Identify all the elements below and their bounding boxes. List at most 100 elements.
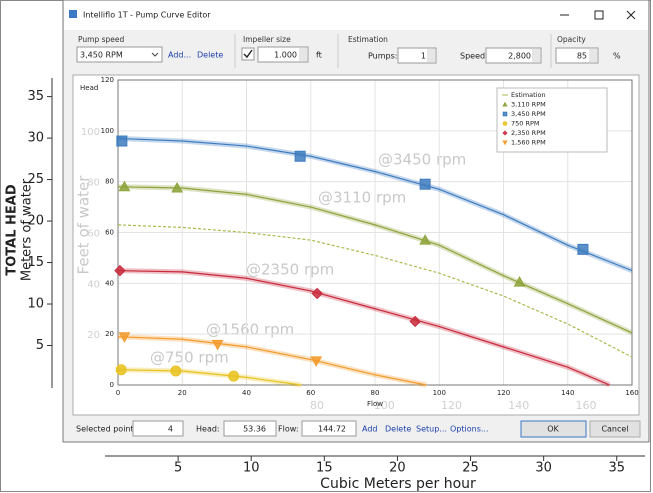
y-tick-label: 100 [101, 127, 114, 135]
y-tick-label: 120 [101, 76, 114, 84]
x-title: Cubic Meters per hour [320, 476, 476, 492]
marker[interactable] [115, 364, 127, 376]
x-tick-label: 120 [497, 389, 510, 397]
legend-label: 1,560 RPM [511, 139, 546, 147]
input-value: 1.000 [274, 51, 297, 60]
x-tick-label: 30 [535, 461, 552, 476]
marker[interactable] [419, 234, 431, 245]
faded-tick-label: 80 [87, 178, 100, 189]
plot: @3450 rpm @3110 rpm @2350 rpm @1560 rpm @750… [75, 76, 639, 412]
marker[interactable] [114, 264, 126, 277]
y-title: TOTAL HEAD [5, 184, 20, 275]
marker[interactable] [171, 181, 183, 193]
marker[interactable] [513, 276, 526, 287]
marker[interactable] [170, 365, 182, 377]
maximize-button[interactable] [594, 10, 604, 20]
legend-box [496, 87, 608, 153]
delete-link[interactable]: Delete [385, 425, 411, 434]
input-value: 85 [577, 52, 587, 61]
spinner[interactable] [532, 49, 540, 62]
curve [117, 224, 633, 358]
y-subtitle: Meters of water [20, 178, 35, 281]
unit: % [613, 52, 621, 61]
y-axis-label: Head [80, 84, 98, 92]
delete-link[interactable]: Delete [197, 51, 223, 60]
pumps-input[interactable] [397, 47, 437, 64]
x-tick-label: 140 [561, 389, 574, 397]
curve [117, 186, 633, 334]
impeller-input[interactable] [257, 46, 309, 63]
faded-label: @1560 rpm [206, 321, 294, 339]
faded-axis-title: Feet of water [75, 175, 93, 275]
unit: ft [316, 51, 322, 60]
x-tick-label: 60 [306, 389, 315, 397]
x-tick-label: 0 [116, 389, 120, 397]
point-input[interactable] [132, 420, 184, 437]
spinner[interactable] [299, 48, 307, 61]
button-label: Cancel [601, 425, 628, 434]
head-input[interactable] [223, 420, 277, 437]
ok-button[interactable] [520, 420, 587, 438]
y-tick-label: 0 [110, 381, 114, 389]
button-label: OK [547, 425, 559, 434]
x-tick-label: 100 [433, 389, 446, 397]
flow-input[interactable] [301, 420, 357, 437]
legend-marker [502, 140, 508, 146]
legend-label: 750 RPM [511, 120, 540, 128]
add-link[interactable]: Add [362, 425, 378, 434]
marker[interactable] [311, 287, 323, 300]
close-button[interactable] [626, 10, 636, 20]
faded-tick-label: 160 [576, 399, 597, 412]
marker[interactable] [577, 243, 589, 255]
marker[interactable] [228, 370, 240, 382]
field-label: Speed: [460, 52, 488, 61]
x-axis-label: Flow [367, 400, 383, 408]
faded-tick-label: 20 [87, 330, 100, 341]
y-tick-label: 80 [105, 178, 114, 186]
faded-tick-label: 120 [441, 399, 462, 412]
marker[interactable] [118, 332, 131, 343]
marker[interactable] [409, 315, 421, 328]
marker[interactable] [118, 180, 131, 192]
marker[interactable] [294, 150, 306, 162]
options-link[interactable]: Options... [450, 425, 489, 434]
title-bar [64, 1, 648, 30]
faded-label: @750 rpm [150, 349, 229, 367]
speed-input[interactable] [485, 47, 542, 64]
x-tick-label: 40 [242, 389, 251, 397]
legend-marker [502, 101, 508, 107]
marker[interactable] [310, 356, 323, 367]
y-tick-label: 20 [27, 214, 44, 229]
spinner[interactable] [427, 49, 435, 62]
faded-tick-label: 40 [87, 279, 100, 290]
y-tick-label: 10 [27, 297, 44, 312]
group-label: Impeller size [243, 35, 291, 44]
check-mark [243, 49, 253, 59]
x-tick-label: 20 [389, 461, 406, 476]
combo-arrow [151, 52, 159, 57]
spinner[interactable] [589, 49, 597, 62]
marker[interactable] [419, 178, 431, 190]
input-value: 144.72 [318, 425, 346, 434]
plot-area [117, 79, 633, 386]
group-label: Opacity [557, 35, 586, 44]
marker[interactable] [116, 135, 128, 147]
add-link[interactable]: Add... [168, 51, 191, 60]
field-label: Head: [196, 425, 220, 434]
opacity-input[interactable] [555, 47, 599, 64]
speed-combo[interactable] [76, 46, 163, 63]
y-tick-label: 60 [105, 229, 114, 237]
input-value: 53.36 [243, 425, 266, 434]
setup-link[interactable]: Setup... [416, 425, 447, 434]
faded-tick-label: 140 [508, 399, 529, 412]
faded-tick-label: 100 [81, 127, 100, 138]
marker[interactable] [211, 339, 224, 351]
curve [117, 336, 427, 386]
cancel-button[interactable] [589, 420, 641, 438]
window-title: Intelliflo 1T - Pump Curve Editor [83, 11, 211, 20]
x-tick-label: 15 [316, 461, 333, 476]
impeller-checkbox[interactable] [241, 47, 255, 61]
group-label: Pump speed [78, 35, 124, 44]
faded-tick-label: 100 [374, 399, 395, 412]
